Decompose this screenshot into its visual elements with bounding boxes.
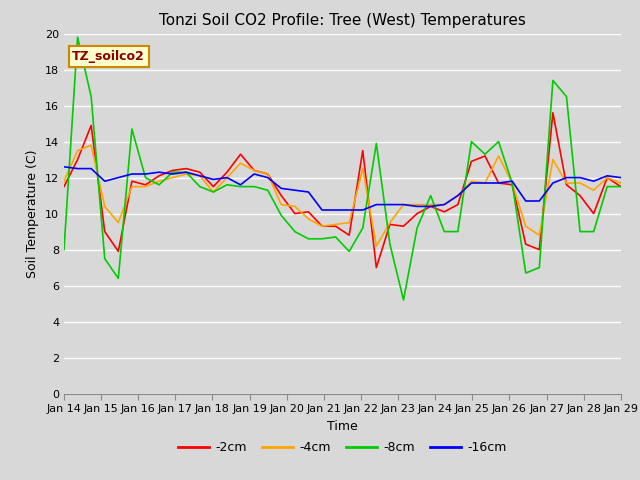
Y-axis label: Soil Temperature (C): Soil Temperature (C) [26,149,40,278]
Title: Tonzi Soil CO2 Profile: Tree (West) Temperatures: Tonzi Soil CO2 Profile: Tree (West) Temp… [159,13,526,28]
Legend: -2cm, -4cm, -8cm, -16cm: -2cm, -4cm, -8cm, -16cm [173,436,512,459]
Text: TZ_soilco2: TZ_soilco2 [72,50,145,63]
X-axis label: Time: Time [327,420,358,432]
